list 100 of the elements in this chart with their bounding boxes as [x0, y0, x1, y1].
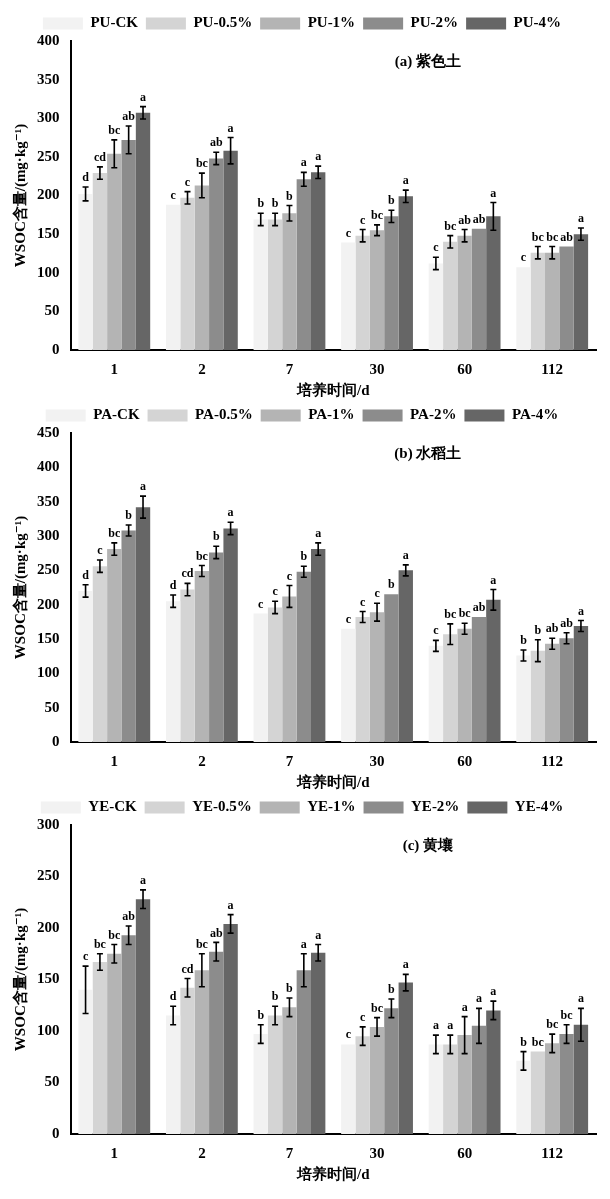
y-tick-label: 100 [37, 664, 60, 681]
data-label: b [286, 188, 294, 203]
data-label: ab [122, 109, 136, 124]
bar [428, 1044, 444, 1134]
bar [384, 594, 399, 742]
data-label: c [520, 250, 527, 265]
data-label: b [125, 508, 133, 523]
bar [267, 1015, 283, 1134]
bar [355, 1036, 370, 1134]
bar [165, 601, 181, 742]
bar [209, 158, 224, 350]
data-label: d [82, 170, 90, 185]
data-label: d [82, 567, 90, 582]
data-label: bc [371, 1000, 384, 1015]
y-tick-label: 150 [37, 970, 60, 987]
y-tick-label: 350 [37, 70, 60, 87]
x-tick-label: 2 [198, 752, 206, 769]
data-label: bc [371, 207, 384, 222]
data-label: bc [108, 122, 121, 137]
y-tick-label: 50 [44, 1073, 60, 1090]
data-label: c [97, 543, 104, 558]
y-tick-label: 250 [37, 867, 60, 884]
data-label: a [140, 479, 147, 494]
bar [223, 923, 238, 1134]
bar [486, 216, 501, 350]
text: (a) 紫色土 [394, 53, 461, 71]
bar [253, 1034, 268, 1134]
data-label: bc [531, 1034, 545, 1049]
x-tick-label: 60 [457, 360, 473, 377]
bar [516, 267, 531, 350]
bar [341, 628, 356, 742]
data-label: a [140, 89, 147, 104]
y-tick-label: 300 [37, 526, 60, 543]
bar [486, 599, 501, 742]
bar [443, 634, 458, 742]
data-label: c [184, 174, 191, 189]
data-label: c [374, 586, 381, 601]
data-label: c [433, 623, 440, 638]
bar [559, 638, 574, 742]
data-label: b [534, 622, 542, 637]
data-label: b [257, 1007, 265, 1022]
data-label: a [140, 872, 147, 887]
text: (c) 黄壤 [402, 836, 455, 855]
bar [457, 1035, 472, 1134]
x-tick-label: 112 [541, 752, 564, 769]
data-label: ab [560, 615, 574, 630]
bar [121, 935, 136, 1134]
data-label: b [271, 989, 279, 1004]
data-label: a [577, 991, 584, 1006]
legend-label: PA-1% [308, 406, 355, 423]
y-axis-title: WSOC含量/(mg·kg⁻¹) [11, 123, 29, 268]
data-label: a [402, 173, 409, 188]
data-label: a [300, 155, 307, 170]
bar [78, 989, 93, 1134]
x-tick-label: 1 [110, 360, 119, 377]
data-label: cd [181, 961, 194, 976]
bar [355, 235, 370, 350]
bar [545, 643, 560, 742]
data-label: bc [560, 1007, 574, 1022]
data-label: c [258, 596, 265, 611]
data-label: bc [444, 218, 457, 233]
data-label: c [286, 568, 293, 583]
data-label: b [212, 529, 220, 544]
bar [209, 552, 224, 742]
bar [530, 650, 546, 742]
bar [165, 1015, 181, 1134]
bar [223, 150, 238, 350]
y-axis-title: WSOC含量/(mg·kg⁻¹) [11, 907, 29, 1052]
bar [282, 596, 297, 742]
data-label: d [169, 578, 177, 593]
data-label: bc [108, 927, 121, 942]
bar [296, 179, 311, 350]
x-tick-label: 7 [285, 752, 294, 769]
data-label: a [402, 957, 409, 972]
bar [311, 172, 326, 350]
x-tick-label: 30 [369, 1144, 385, 1161]
bar [282, 213, 297, 350]
bar [471, 617, 487, 742]
data-label: ab [458, 212, 472, 227]
legend-label: PA-2% [410, 406, 457, 423]
y-tick-label: 50 [44, 698, 60, 715]
bar [165, 204, 181, 350]
legend-label: PU-2% [410, 14, 459, 31]
data-label: a [315, 525, 322, 540]
data-label: bc [108, 525, 121, 540]
data-label: a [461, 999, 468, 1014]
bar [516, 655, 531, 742]
bar [78, 193, 93, 350]
legend-label: YE-2% [411, 798, 460, 815]
bar [78, 590, 93, 742]
y-tick-label: 350 [37, 492, 60, 509]
legend-label: PA-0.5% [195, 406, 253, 423]
bar [457, 628, 472, 742]
bar [398, 982, 413, 1134]
bar [341, 1044, 356, 1134]
x-tick-label: 2 [198, 1144, 206, 1161]
data-label: b [300, 549, 308, 564]
data-label: cd [93, 150, 107, 165]
y-tick-label: 0 [52, 732, 60, 749]
bar [486, 1010, 501, 1134]
